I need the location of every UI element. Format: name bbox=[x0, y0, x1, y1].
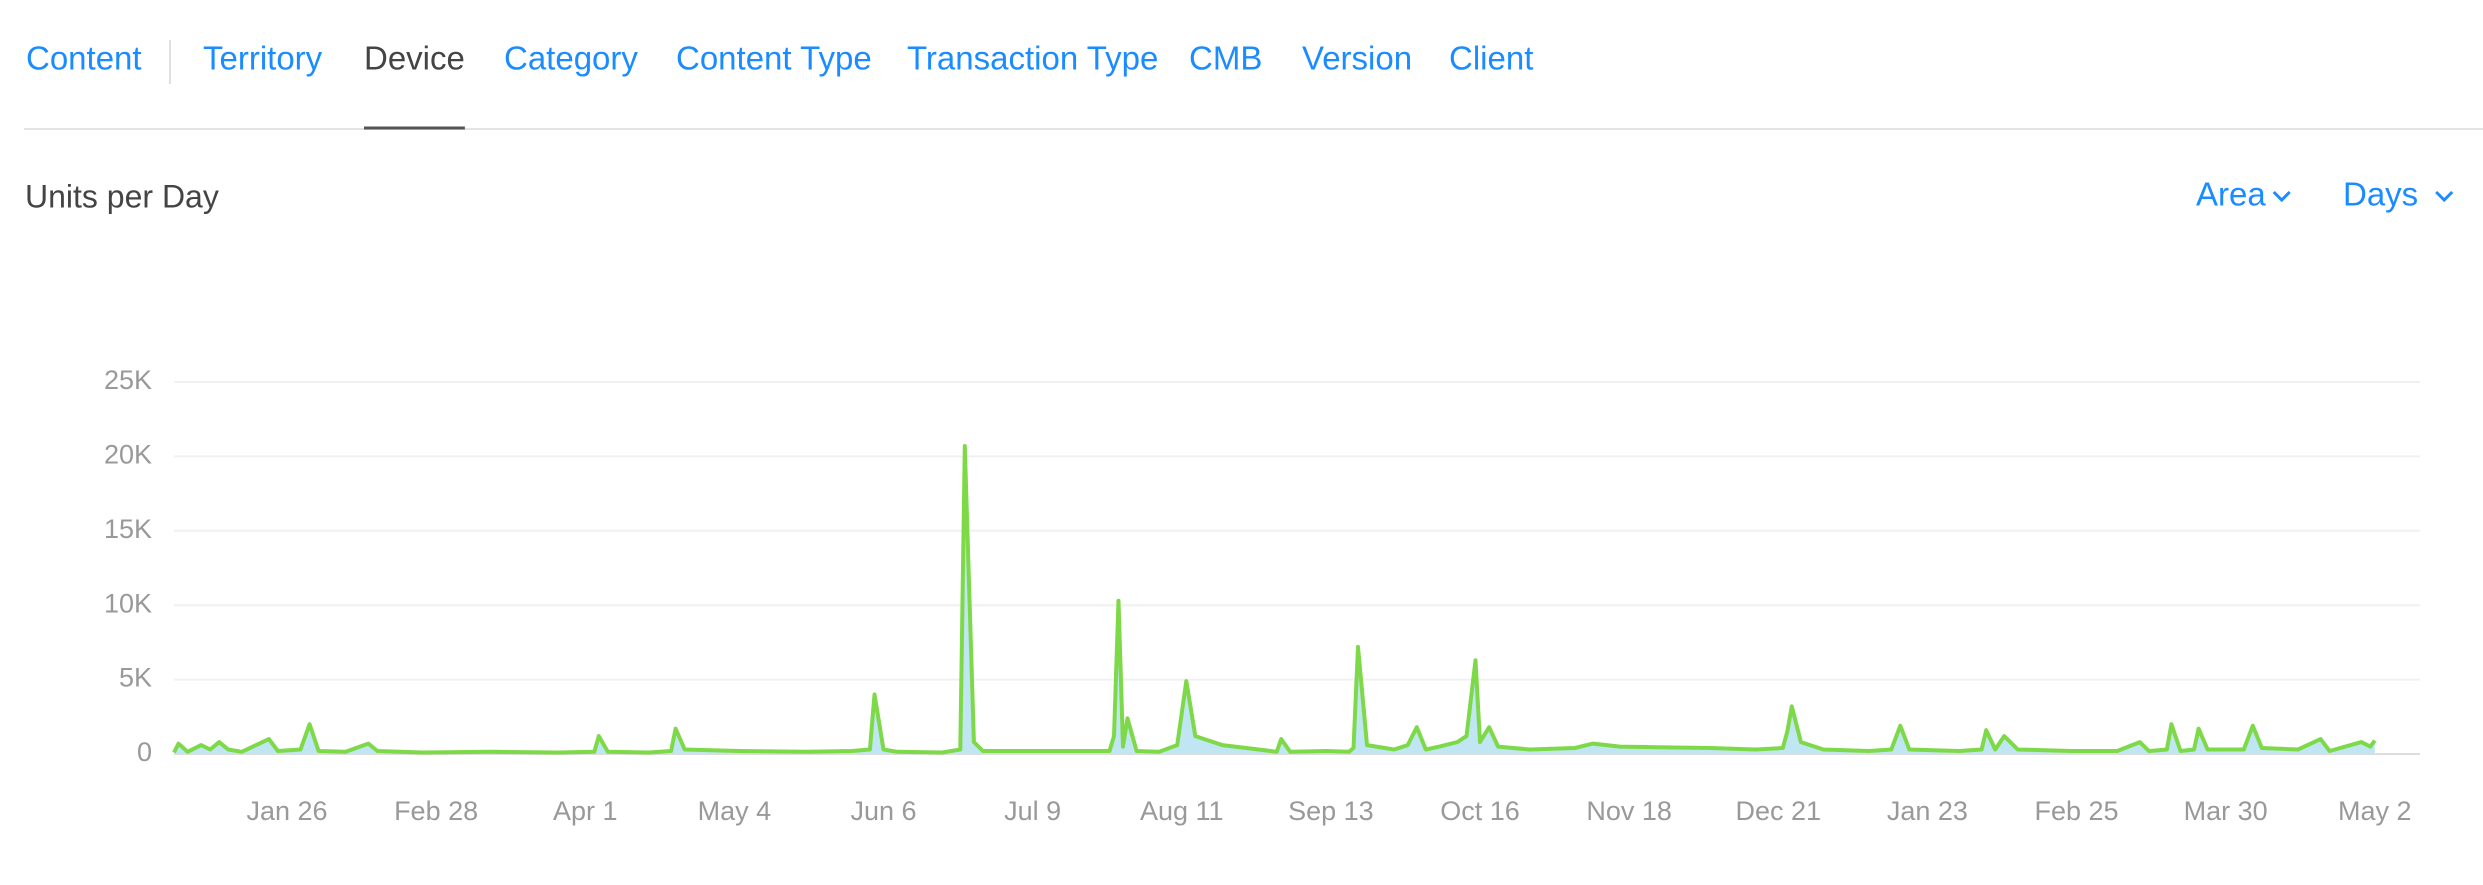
x-tick-label: Jun 6 bbox=[850, 796, 916, 826]
dropdown[interactable]: Days bbox=[2343, 176, 2418, 213]
x-tick-label: Jan 23 bbox=[1887, 796, 1968, 826]
y-tick-label: 15K bbox=[104, 514, 152, 544]
chevron bbox=[2435, 190, 2454, 203]
y-tick-label: 0 bbox=[137, 737, 152, 767]
tab[interactable]: Content bbox=[26, 40, 142, 77]
tab[interactable]: Client bbox=[1449, 40, 1533, 77]
y-tick-label: 10K bbox=[104, 588, 152, 618]
tab[interactable]: Device bbox=[364, 40, 465, 77]
tab[interactable]: Category bbox=[504, 40, 638, 77]
tab[interactable]: Content Type bbox=[676, 40, 872, 77]
chart-title: Units per Day bbox=[25, 178, 219, 214]
x-tick-label: Jul 9 bbox=[1004, 796, 1061, 826]
dropdown[interactable]: Area bbox=[2196, 176, 2266, 213]
tab[interactable]: Transaction Type bbox=[907, 40, 1158, 77]
x-tick-label: May 2 bbox=[2338, 796, 2412, 826]
x-tick-label: May 4 bbox=[698, 796, 772, 826]
x-tick-label: Oct 16 bbox=[1440, 796, 1520, 826]
chevron bbox=[2272, 190, 2291, 203]
x-tick-label: Jan 26 bbox=[246, 796, 327, 826]
tab[interactable]: Territory bbox=[203, 40, 323, 77]
x-tick-label: Aug 11 bbox=[1140, 796, 1224, 826]
x-tick-label: Nov 18 bbox=[1586, 796, 1672, 826]
y-tick-label: 20K bbox=[104, 440, 152, 470]
x-tick-label: Mar 30 bbox=[2184, 796, 2268, 826]
x-tick-label: Feb 28 bbox=[394, 796, 478, 826]
x-tick-label: Sep 13 bbox=[1288, 796, 1374, 826]
x-tick-label: Dec 21 bbox=[1736, 796, 1822, 826]
tab[interactable]: Version bbox=[1302, 40, 1412, 77]
area-fill bbox=[174, 446, 2375, 754]
y-tick-label: 5K bbox=[119, 663, 152, 693]
x-tick-label: Apr 1 bbox=[553, 796, 618, 826]
x-tick-label: Feb 25 bbox=[2035, 796, 2119, 826]
area-line bbox=[172, 444, 2377, 755]
tab[interactable]: CMB bbox=[1189, 40, 1262, 77]
y-tick-label: 25K bbox=[104, 365, 152, 395]
